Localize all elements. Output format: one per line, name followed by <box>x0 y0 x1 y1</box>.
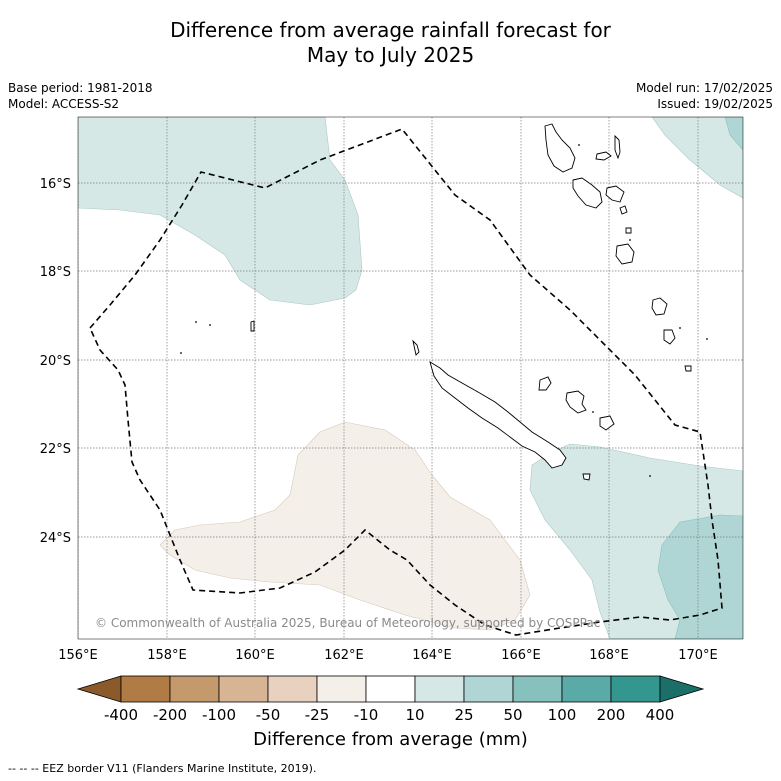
colorbar-tick: -50 <box>256 706 281 724</box>
colorbar-tick-labels: -400 -200 -100 -50 -25 -10 10 25 50 100 … <box>104 706 674 724</box>
copyright-text: © Commonwealth of Australia 2025, Bureau… <box>95 616 600 630</box>
colorbar-extend-low <box>76 675 122 703</box>
colorbar-bin <box>463 675 514 703</box>
land-outlines <box>250 123 692 481</box>
espiritu-santo <box>544 123 576 173</box>
small-island-b <box>250 320 255 332</box>
small-island-a <box>684 365 692 372</box>
wet-region-northeast-mid <box>724 117 743 151</box>
longitude-labels: 156°E 158°E 160°E 162°E 164°E 166°E 168°… <box>58 648 718 663</box>
pentecost <box>614 134 621 160</box>
colorbar-tick: -200 <box>153 706 187 724</box>
eez-border <box>89 128 723 636</box>
ambae <box>595 151 612 161</box>
colorbar-bin <box>365 675 416 703</box>
lat-label: 22°S <box>40 442 71 457</box>
lon-label: 166°E <box>501 648 541 663</box>
colorbar-bin <box>561 675 612 703</box>
colorbar-bin <box>218 675 269 703</box>
new-caledonia-island <box>429 361 567 469</box>
colorbar-tick: 200 <box>597 706 626 724</box>
colorbar-tick: 10 <box>405 706 424 724</box>
eez-footnote: -- -- -- EEZ border V11 (Flanders Marine… <box>8 762 317 775</box>
wet-region-northeast <box>651 117 743 199</box>
ouvea-island <box>538 376 552 391</box>
base-period: Base period: 1981-2018 <box>8 81 153 95</box>
lon-label: 164°E <box>412 648 452 663</box>
metadata-left: Base period: 1981-2018 Model: ACCESS-S2 <box>8 80 153 112</box>
model-name: Model: ACCESS-S2 <box>8 97 120 111</box>
colorbar <box>76 675 705 703</box>
title-line-2: May to July 2025 <box>306 43 475 67</box>
map-frame <box>77 116 744 640</box>
colorbar-bin <box>316 675 367 703</box>
colorbar-bin <box>610 675 661 703</box>
colorbar-bin <box>512 675 563 703</box>
colorbar-title: Difference from average (mm) <box>253 729 528 750</box>
belep-islands <box>412 339 420 356</box>
small-island-c <box>619 205 628 215</box>
issued-date: Issued: 19/02/2025 <box>657 97 773 111</box>
lat-label: 20°S <box>40 354 71 369</box>
model-run: Model run: 17/02/2025 <box>635 81 773 95</box>
lat-label: 24°S <box>40 531 71 546</box>
lon-label: 168°E <box>589 648 629 663</box>
tanna <box>651 297 668 316</box>
dry-region-south <box>159 421 531 631</box>
colorbar-bin <box>120 675 171 703</box>
chart-title: Difference from average rainfall forecas… <box>0 18 781 68</box>
colorbar-bin <box>169 675 220 703</box>
lon-label: 162°E <box>324 648 364 663</box>
colorbar-tick: 50 <box>503 706 522 724</box>
lon-label: 170°E <box>678 648 718 663</box>
colorbar-tick: 25 <box>454 706 473 724</box>
aneityum <box>663 329 676 345</box>
tiny-islets <box>180 144 708 477</box>
wet-region-northwest <box>78 117 363 306</box>
isle-of-pines <box>582 473 591 481</box>
lon-label: 158°E <box>147 648 187 663</box>
colorbar-tick: 400 <box>646 706 675 724</box>
latitude-labels: 16°S 18°S 20°S 22°S 24°S <box>40 177 71 546</box>
gridlines <box>78 117 743 639</box>
lon-label: 156°E <box>58 648 98 663</box>
colorbar-bin <box>414 675 465 703</box>
colorbar-tick: -10 <box>354 706 379 724</box>
malakula <box>572 177 603 209</box>
colorbar-tick: -400 <box>104 706 138 724</box>
mare-island <box>599 415 615 431</box>
colorbar-tick: 100 <box>548 706 577 724</box>
small-island-d <box>625 227 632 234</box>
colorbar-tick: -100 <box>202 706 236 724</box>
colorbar-tick: -25 <box>305 706 330 724</box>
metadata-right: Model run: 17/02/2025 Issued: 19/02/2025 <box>636 80 773 112</box>
title-line-1: Difference from average rainfall forecas… <box>170 18 611 42</box>
lon-label: 160°E <box>235 648 275 663</box>
efate <box>605 185 625 203</box>
erromango <box>615 243 635 265</box>
lifou-island <box>565 390 587 414</box>
colorbar-extend-high <box>659 675 705 703</box>
lat-label: 18°S <box>40 265 71 280</box>
colorbar-bin <box>267 675 318 703</box>
lat-label: 16°S <box>40 177 71 192</box>
